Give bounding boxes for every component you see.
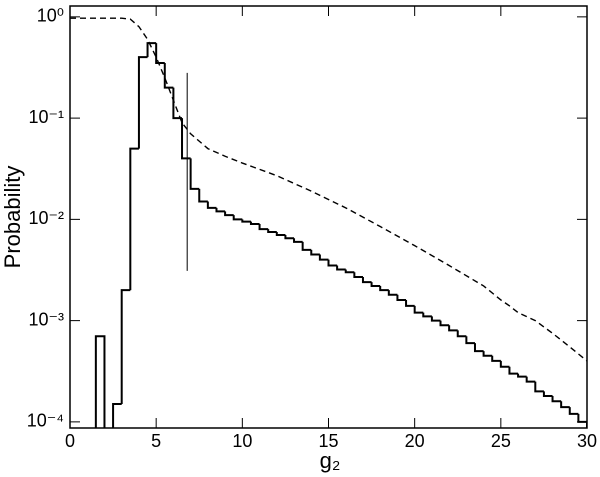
- histogram-step: [181, 118, 191, 160]
- x-tick-label: 0: [65, 431, 75, 451]
- histogram-step: [405, 299, 415, 307]
- histogram-step: [120, 289, 131, 405]
- plot-frame: [69, 5, 588, 429]
- histogram-step: [215, 207, 226, 213]
- histogram-step: [284, 235, 295, 240]
- histogram-step: [422, 312, 432, 318]
- histogram-step: [155, 43, 165, 65]
- histogram-step: [293, 238, 303, 243]
- y-tick-label: 10⁰: [37, 6, 64, 26]
- histogram-step: [249, 221, 260, 225]
- plot-area: [70, 17, 587, 428]
- histogram-step: [318, 254, 329, 261]
- histogram-step: [146, 42, 157, 58]
- histogram-step: [189, 158, 200, 190]
- histogram-step: [310, 249, 320, 256]
- histogram-step: [560, 401, 570, 409]
- histogram-step: [568, 407, 579, 415]
- histogram-step: [94, 335, 106, 428]
- histogram-step: [163, 63, 174, 89]
- y-axis-label: Probability: [0, 166, 25, 269]
- x-tick-label: 25: [491, 431, 511, 451]
- histogram-step: [275, 232, 286, 237]
- histogram-step: [241, 219, 251, 223]
- histogram-step: [361, 276, 372, 284]
- y-tick-label: 10⁻²: [28, 208, 64, 228]
- histogram-step: [224, 211, 234, 217]
- histogram-step: [387, 290, 398, 296]
- x-axis-label: g₂: [320, 448, 341, 473]
- y-tick-label: 10⁻³: [28, 309, 64, 329]
- histogram-step: [232, 215, 243, 221]
- histogram-step: [112, 403, 122, 428]
- histogram-step: [448, 325, 458, 332]
- histogram-step: [456, 330, 467, 338]
- histogram-step: [258, 223, 269, 231]
- histogram-step: [301, 241, 312, 251]
- histogram-step: [396, 294, 407, 301]
- histogram-step: [430, 316, 441, 322]
- x-tick-label: 5: [151, 431, 161, 451]
- histogram-step: [551, 396, 562, 403]
- histogram-step: [379, 285, 389, 292]
- histogram-step: [172, 87, 183, 120]
- x-tick-label: 20: [405, 431, 425, 451]
- histogram-step: [508, 366, 519, 375]
- histogram-step: [525, 376, 536, 383]
- y-tick-label: 10⁻¹: [28, 107, 64, 127]
- x-tick-label: 15: [318, 431, 338, 451]
- histogram-step: [499, 360, 510, 368]
- histogram-step: [137, 56, 148, 149]
- histogram-step: [198, 188, 208, 203]
- histogram-step: [344, 269, 355, 274]
- histogram-step: [353, 272, 363, 278]
- histogram-step: [129, 147, 139, 291]
- histogram-step: [370, 282, 381, 287]
- histogram-step: [336, 265, 346, 271]
- histogram-step: [473, 343, 484, 353]
- histogram-step: [534, 381, 544, 393]
- y-tick-label: 10⁻⁴: [27, 411, 64, 431]
- histogram-step: [439, 320, 450, 327]
- histogram-step: [491, 355, 501, 362]
- histogram-step: [413, 305, 424, 314]
- histogram-step: [517, 373, 527, 378]
- histogram-step: [206, 201, 217, 209]
- histogram-step: [327, 259, 338, 267]
- cumulative-line: [70, 17, 587, 362]
- histogram-step: [465, 336, 475, 345]
- histogram-step: [267, 229, 277, 234]
- x-tick-label: 30: [577, 431, 597, 451]
- histogram-step: [482, 351, 493, 357]
- histogram-step: [542, 391, 553, 398]
- x-tick-label: 10: [232, 431, 252, 451]
